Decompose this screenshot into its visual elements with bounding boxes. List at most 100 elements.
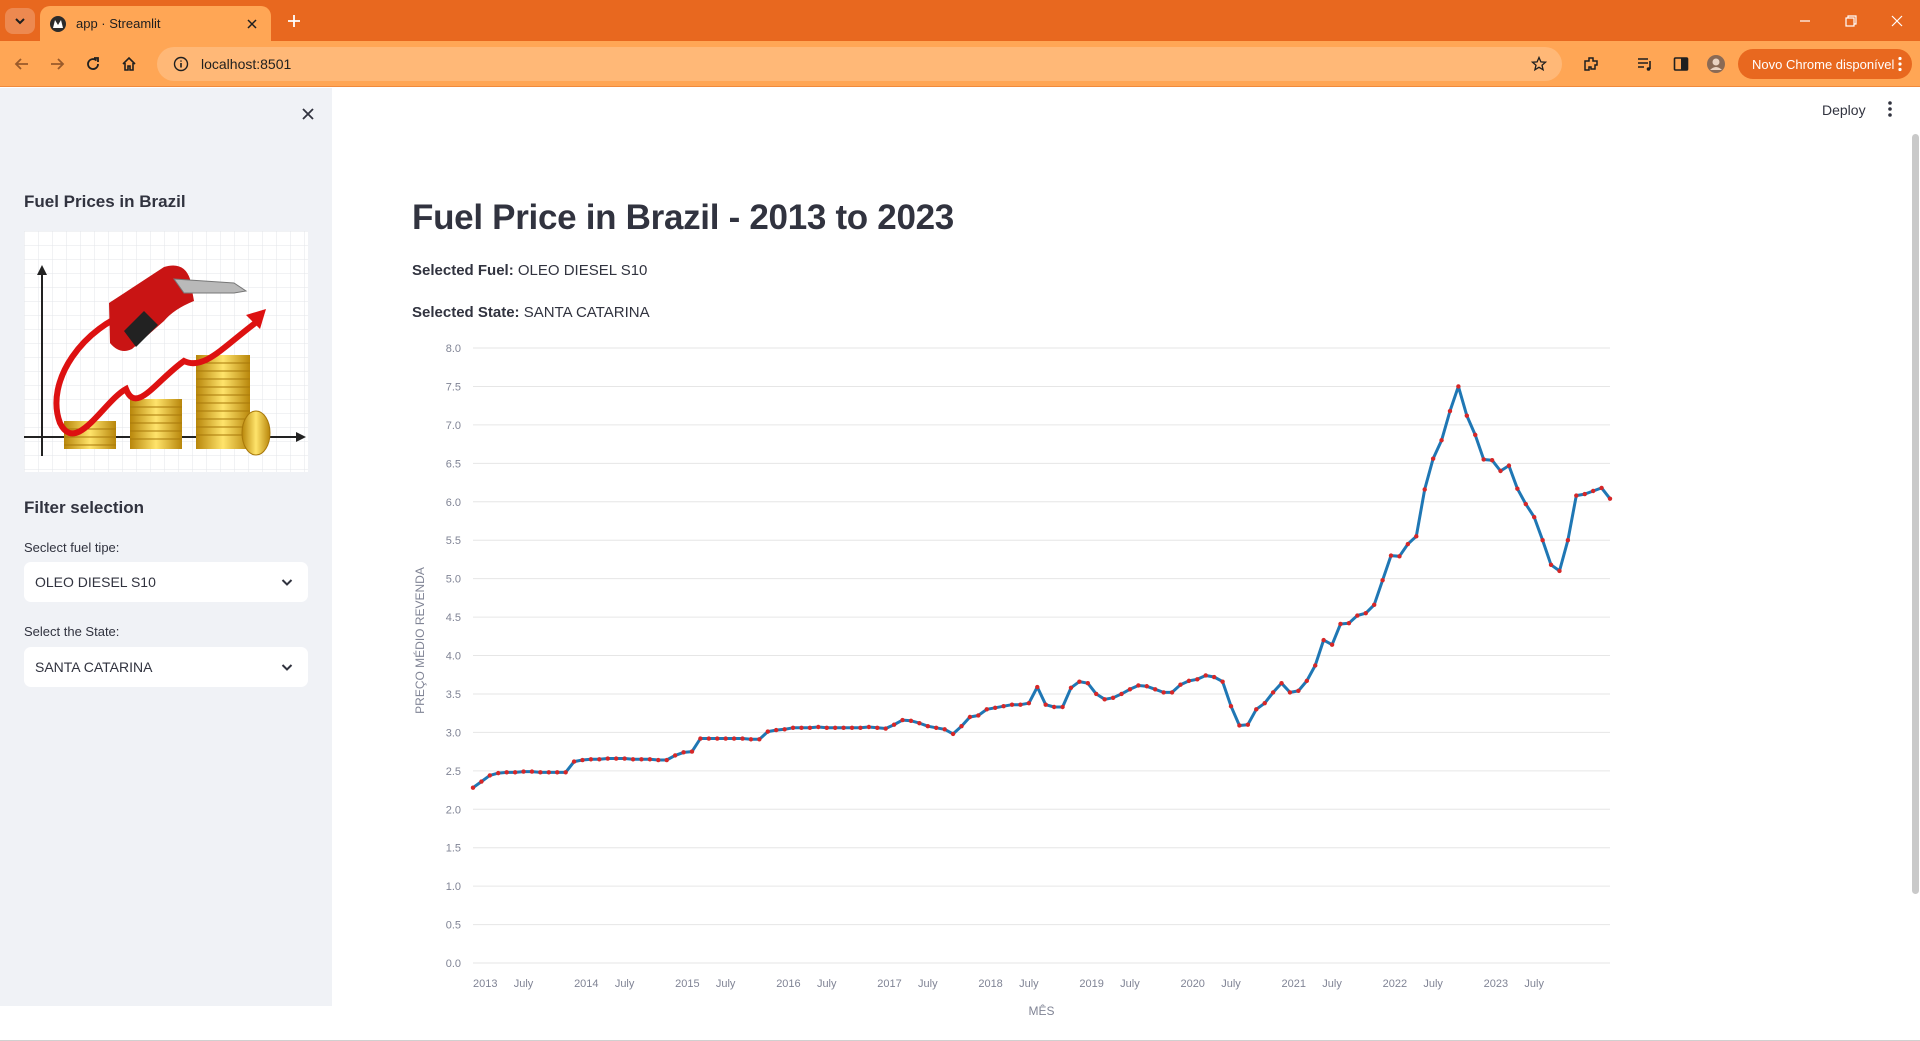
data-point [1506,463,1512,468]
browser-tab[interactable]: app · Streamlit [40,6,271,41]
data-point [992,705,998,710]
home-button[interactable] [115,50,143,78]
new-tab-button[interactable] [281,8,307,34]
x-tick-label: 2018 [978,978,1002,990]
data-point [959,724,964,729]
main-menu-icon[interactable] [1888,100,1892,118]
browser-toolbar: localhost:8501 Novo Chrome disponível [0,41,1920,87]
state-select-value: SANTA CATARINA [35,659,153,675]
data-point [529,769,535,774]
data-point [824,725,829,730]
chevron-down-icon [15,18,25,25]
x-tick-label: July [1322,978,1342,990]
fuel-select[interactable]: OLEO DIESEL S10 [24,562,308,602]
y-tick-label: 2.0 [446,804,461,816]
data-point [689,749,695,754]
tab-search-button[interactable] [5,8,35,34]
forward-button[interactable] [43,50,71,78]
data-point [1498,468,1503,474]
data-point [748,737,754,742]
data-point [1489,458,1495,463]
data-point [925,724,930,729]
data-point [597,757,602,762]
tab-close-icon[interactable] [243,15,261,33]
chrome-update-button[interactable]: Novo Chrome disponível [1738,49,1912,79]
state-select[interactable]: SANTA CATARINA [24,647,308,687]
data-point [487,773,493,778]
data-point [765,729,770,734]
filter-heading: Filter selection [24,498,144,517]
reload-button[interactable] [79,50,107,78]
data-point [1270,690,1276,695]
side-panel-icon[interactable] [1667,50,1695,78]
data-point [1203,673,1208,678]
data-point [807,725,813,730]
data-point [1068,685,1074,690]
x-tick-label: July [1221,978,1241,990]
restore-button[interactable] [1828,0,1874,41]
data-point [1043,702,1048,707]
series-line [472,384,1612,789]
data-point [664,757,669,763]
reload-icon [87,57,99,70]
deploy-button[interactable]: Deploy [1822,102,1866,118]
y-tick-label: 0.0 [446,958,461,970]
site-info-icon[interactable] [173,56,189,72]
x-tick-label: July [716,978,736,990]
data-point [706,736,712,741]
fuel-select-value: OLEO DIESEL S10 [35,574,156,590]
data-point [496,770,501,776]
data-point [1001,704,1006,709]
data-point [1414,534,1419,539]
profile-avatar[interactable] [1702,50,1730,78]
bookmark-star-icon[interactable] [1524,49,1554,79]
media-controls-icon[interactable] [1631,50,1659,78]
data-point [715,736,720,741]
data-point [656,757,661,763]
data-point [883,726,888,731]
y-tick-label: 4.0 [446,651,461,663]
x-tick-label: July [1423,978,1443,990]
y-tick-label: 5.0 [446,574,461,586]
data-point [1018,702,1023,707]
page-scrollbar[interactable] [1912,134,1919,894]
x-tick-label: 2014 [574,978,598,990]
x-tick-label: July [615,978,635,990]
back-button[interactable] [8,50,36,78]
data-point [479,779,484,784]
data-point [1481,457,1486,462]
data-point [622,756,627,761]
extensions-icon[interactable] [1577,50,1605,78]
data-point [1548,562,1554,567]
sidebar-close-button[interactable] [296,102,320,126]
data-point [588,757,594,762]
sidebar-title: Fuel Prices in Brazil [24,192,186,211]
x-tick-label: 2020 [1180,978,1204,990]
data-point [1590,488,1596,494]
data-point [984,707,989,712]
address-bar[interactable]: localhost:8501 [157,47,1562,81]
fuel-price-line-chart[interactable]: 0.0 0.5 1.0 1.5 2.0 2.5 3.0 3.5 4.0 4.5 5.0 5.5 6.0 6… [405,335,1635,1025]
data-point [1195,677,1200,682]
minimize-button[interactable] [1782,0,1828,41]
y-tick-label: 7.0 [446,420,461,432]
selected-fuel-value: OLEO DIESEL S10 [517,262,648,279]
y-tick-label: 2.5 [446,766,461,778]
data-point [1026,700,1032,706]
data-point [1447,408,1453,414]
data-point [942,727,947,732]
data-point [1228,704,1234,709]
data-point [571,759,577,764]
close-window-button[interactable] [1874,0,1920,41]
selected-state-line: Selected State: SANTA CATARINA [412,304,650,321]
plus-icon [288,15,300,27]
data-point [976,713,981,718]
data-point [698,736,703,741]
data-point [605,756,610,761]
close-icon [1891,15,1903,26]
chrome-update-label: Novo Chrome disponível [1752,56,1895,72]
y-tick-label: 5.5 [446,535,461,547]
data-point [1279,680,1284,686]
data-point [1582,491,1587,497]
more-vertical-icon [1898,56,1902,72]
